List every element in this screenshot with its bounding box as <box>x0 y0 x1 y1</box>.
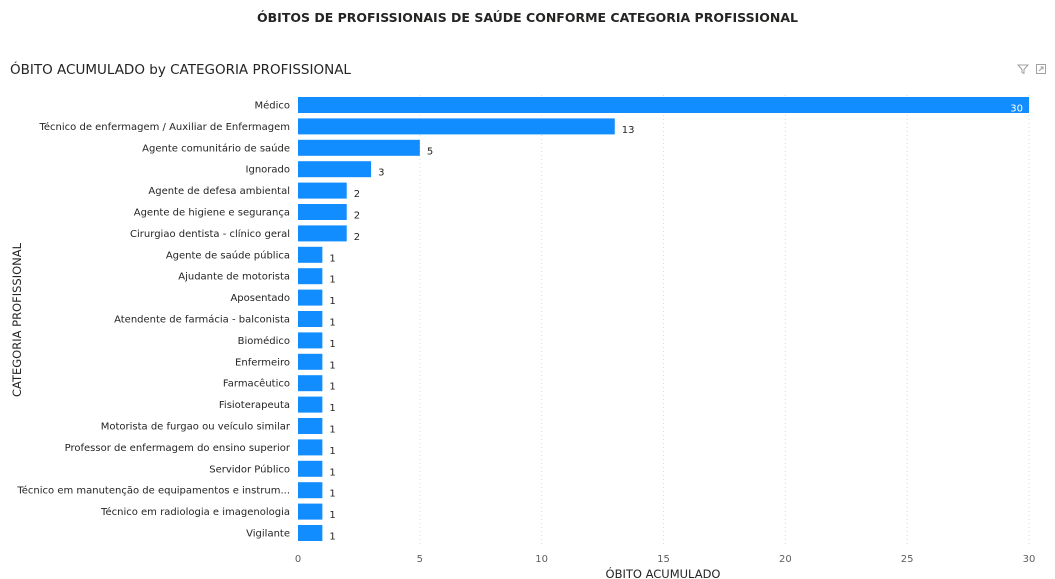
bar[interactable] <box>298 353 323 370</box>
bar[interactable] <box>298 525 323 541</box>
chart-bars <box>298 97 1029 541</box>
category-label: Ignorado <box>246 165 290 176</box>
data-label: 1 <box>329 360 335 371</box>
bar[interactable] <box>298 439 323 456</box>
x-tick-label: 25 <box>901 554 914 565</box>
visual-toolbar <box>1017 63 1047 75</box>
data-label: 1 <box>329 339 335 350</box>
bar[interactable] <box>298 268 323 285</box>
data-label: 13 <box>622 125 635 136</box>
category-label: Vigilante <box>246 529 290 540</box>
data-label: 1 <box>329 403 335 414</box>
category-label: Enfermeiro <box>235 357 290 368</box>
bar[interactable] <box>298 332 323 349</box>
bar[interactable] <box>298 289 323 306</box>
data-label: 1 <box>329 318 335 329</box>
bar[interactable] <box>298 225 347 242</box>
category-label: Técnico em radiologia e imagenologia <box>100 506 290 518</box>
bar[interactable] <box>298 418 323 434</box>
category-label: Agente de saúde pública <box>166 249 290 261</box>
category-label: Servidor Público <box>209 463 290 475</box>
focus-mode-icon[interactable] <box>1035 63 1047 75</box>
category-labels: Médico Técnico de enfermagem / Auxiliar d… <box>16 100 291 540</box>
category-label: Técnico de enfermagem / Auxiliar de Enfe… <box>39 121 291 133</box>
bar[interactable] <box>298 97 1029 113</box>
bar[interactable] <box>298 482 323 499</box>
page-title: ÓBITOS DE PROFISSIONAIS DE SAÚDE CONFORM… <box>257 10 798 25</box>
category-label: Biomédico <box>238 335 290 347</box>
bar[interactable] <box>298 503 323 520</box>
x-tick-label: 10 <box>535 554 548 565</box>
data-label: 5 <box>427 146 433 157</box>
category-label: Cirurgiao dentista - clínico geral <box>130 228 290 240</box>
bar[interactable] <box>298 182 347 199</box>
data-label: 3 <box>378 168 384 179</box>
category-label: Fisioterapeuta <box>219 400 290 411</box>
bar[interactable] <box>298 311 323 327</box>
visual-title: ÓBITO ACUMULADO by CATEGORIA PROFISSIONA… <box>10 62 351 78</box>
bar[interactable] <box>298 246 323 263</box>
data-label: 2 <box>354 232 360 243</box>
filter-icon[interactable] <box>1017 63 1029 75</box>
data-label: 1 <box>329 382 335 393</box>
x-tick-label: 0 <box>295 554 301 565</box>
bar[interactable] <box>298 375 323 392</box>
data-label: 1 <box>329 253 335 264</box>
category-label: Motorista de furgao ou veículo similar <box>101 421 291 433</box>
x-tick-label: 15 <box>657 554 670 565</box>
category-label: Ajudante de motorista <box>178 272 290 283</box>
category-label: Aposentado <box>230 293 290 304</box>
bar[interactable] <box>298 396 323 413</box>
bar[interactable] <box>298 118 615 135</box>
category-label: Farmacêutico <box>223 378 290 390</box>
category-label: Técnico em manutenção de equipamentos e … <box>16 485 290 497</box>
bar[interactable] <box>298 139 420 156</box>
data-labels: 30 13 5 3 2 2 2 1 1 1 1 1 1 1 1 1 1 1 1 1 1 <box>329 104 1023 543</box>
data-label: 30 <box>1010 104 1023 115</box>
data-label: 1 <box>329 489 335 500</box>
category-label: Agente de higiene e segurança <box>134 208 290 219</box>
y-axis-label: CATEGORIA PROFISSIONAL <box>10 242 24 397</box>
category-label: Agente comunitário de saúde <box>142 142 290 154</box>
data-label: 2 <box>354 211 360 222</box>
x-axis-label: ÓBITO ACUMULADO <box>606 566 721 579</box>
data-label: 1 <box>329 275 335 286</box>
chart-gridlines <box>419 95 1030 547</box>
data-label: 1 <box>329 446 335 457</box>
data-label: 1 <box>329 296 335 307</box>
x-tick-label: 20 <box>779 554 792 565</box>
category-label: Atendente de farmácia - balconista <box>114 314 290 326</box>
category-label: Agente de defesa ambiental <box>148 186 290 197</box>
x-tick-label: 30 <box>1023 554 1036 565</box>
data-label: 1 <box>329 467 335 478</box>
data-label: 1 <box>329 510 335 521</box>
category-label: Professor de enfermagem do ensino superi… <box>65 443 291 454</box>
x-tick-label: 5 <box>417 554 423 565</box>
bar[interactable] <box>298 161 372 178</box>
bar[interactable] <box>298 460 323 477</box>
bar[interactable] <box>298 204 347 220</box>
data-label: 2 <box>354 189 360 200</box>
data-label: 1 <box>329 532 335 543</box>
data-label: 1 <box>329 425 335 436</box>
category-label: Médico <box>254 100 290 112</box>
x-axis-ticks: 0 5 10 15 20 25 30 <box>295 554 1036 565</box>
